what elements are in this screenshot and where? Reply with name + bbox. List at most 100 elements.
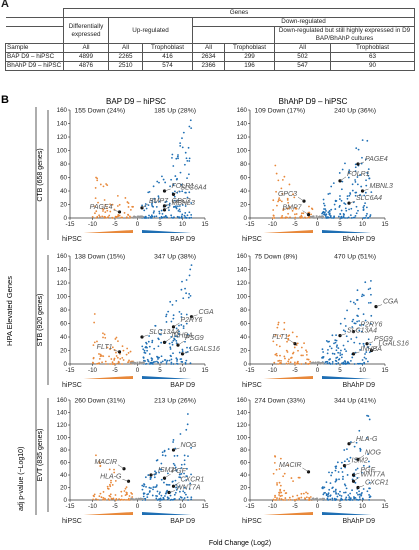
x-tick-label: 5 [158,503,162,510]
data-point-up [357,499,360,501]
data-point-up [339,322,342,325]
data-point-down [98,357,101,360]
gene-label: BMP7 [282,205,302,212]
data-point-up [160,494,163,497]
data-point-up [352,216,355,219]
data-point-up [333,353,336,355]
data-point-up [366,360,369,363]
data-point-up [165,321,168,323]
data-point-up [356,176,359,178]
data-point-up [352,301,355,304]
data-point-down [295,335,298,338]
data-point-down [306,358,309,361]
data-point-up [158,212,161,215]
data-point-down [102,332,104,335]
gene-label: MBNL3 [172,200,195,207]
data-point-up [362,208,365,211]
data-point-down [307,499,310,501]
gene-label: SLC6A4 [356,195,382,202]
data-point-up [153,197,156,200]
gene-label: GPC3 [278,191,297,198]
data-point-down [110,358,113,360]
data-point-up [158,210,161,213]
data-point-down [95,454,97,457]
data-point-up [336,344,338,347]
data-point-ns [139,215,142,218]
data-point-up [152,205,155,208]
data-point-ns [134,498,136,500]
data-point-up [354,303,357,305]
data-point-down [104,216,107,218]
data-point-down [103,333,106,336]
gene-label: WNT7A [361,471,386,478]
data-point-up [357,307,360,310]
data-point-down [105,363,107,365]
data-point-down [292,351,295,354]
data-point-up [344,217,346,219]
data-point-down [100,496,103,499]
data-point-up [354,181,357,183]
data-point-up [153,347,156,350]
data-point-up [175,357,178,360]
data-point-down [114,480,117,482]
data-point-down [304,362,307,364]
data-point-up [169,494,172,497]
data-point-down [129,217,131,219]
data-point-ns [314,361,317,364]
data-point-up [182,297,185,300]
data-point-down [287,335,290,338]
data-point-down [272,499,275,501]
data-point-up [158,181,160,184]
data-point-up [186,196,189,199]
data-point-down [295,213,298,215]
data-point-up [370,314,373,317]
data-point-down [296,494,299,497]
data-point-down [283,472,286,475]
data-point-down [292,480,294,483]
data-point-down [97,201,99,204]
data-point-up [335,349,338,352]
y-tick-label: 80 [240,447,247,454]
data-point-down [278,359,281,362]
down-count-label: 155 Down (24%) [75,108,126,115]
data-point-up [166,359,169,362]
data-point-up [356,320,359,323]
data-point-ns [132,498,135,500]
y-tick-label: 80 [60,161,67,168]
data-point-down [96,340,98,343]
y-tick-label: 80 [240,161,247,168]
data-point-up [332,217,335,219]
data-point-down [271,217,274,219]
data-point-up [157,345,160,348]
data-point-ns [130,216,133,219]
data-point-up [151,358,154,360]
x-tick-label: -15 [246,503,256,510]
data-point-down [127,202,130,205]
data-point-up [173,199,176,202]
data-point-down [94,212,96,215]
data-point-up [164,201,167,204]
data-point-up [343,460,346,463]
x-tick-label: -10 [88,503,98,510]
data-point-up [330,347,333,350]
data-point-up [349,497,352,500]
data-point-up [361,295,363,298]
x-tick-label: 15 [202,367,209,374]
down-group-bar [263,376,313,379]
data-point-up [167,483,169,486]
data-point-ns [320,362,323,365]
data-point-up [148,486,151,489]
data-point-up [159,468,161,471]
data-point-up [188,160,191,162]
panel-a-letter: A [1,0,9,10]
data-point-down [124,487,127,490]
label-leader [357,455,365,460]
data-point-up [367,460,370,463]
data-point-up [365,357,367,360]
data-point-down [301,216,303,219]
data-point-up [340,497,343,500]
gene-label: PSG9 [185,335,204,342]
data-point-up [366,172,369,175]
data-point-up [186,159,189,162]
data-point-down [96,362,98,365]
